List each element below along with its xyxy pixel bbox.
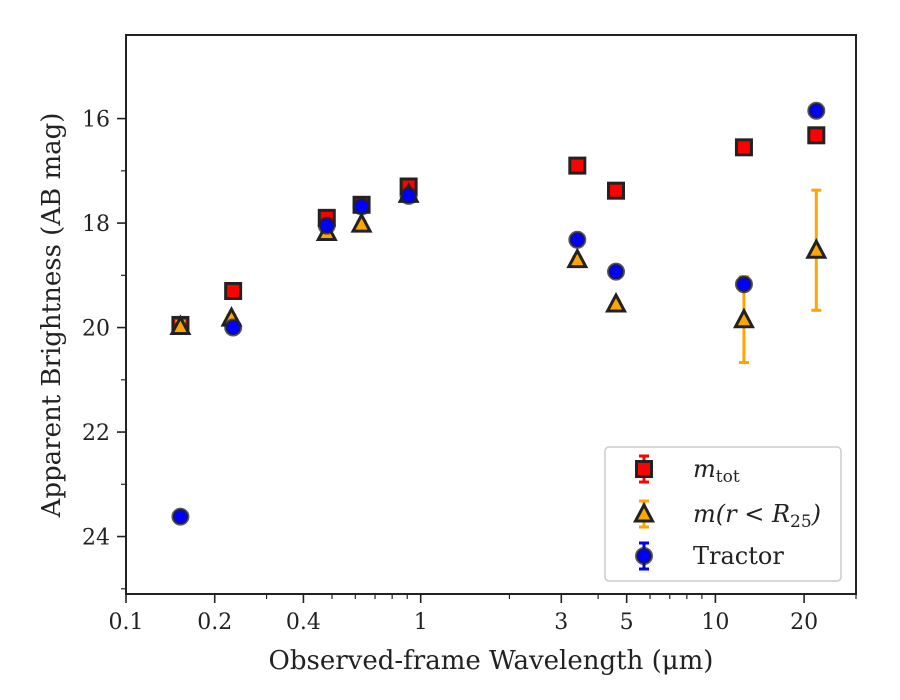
data-point-circle (607, 262, 626, 281)
x-tick-label: 20 (790, 610, 818, 635)
data-point-circle (352, 197, 371, 216)
x-axis-title: Observed-frame Wavelength (μm) (269, 646, 714, 676)
data-point-triangle (605, 291, 628, 313)
x-tick-label: 1 (414, 610, 428, 635)
y-tick-label: 16 (82, 108, 110, 133)
data-point-triangle (566, 247, 589, 269)
series-2 (171, 101, 826, 526)
x-tick-label: 10 (701, 610, 729, 635)
data-point-triangle (805, 238, 828, 259)
data-point-circle (568, 230, 587, 249)
data-point-circle (317, 216, 336, 235)
axes: 0.1 0.2 0.4 1 3 5 10 20 16 18 20 22 24 (82, 34, 857, 635)
x-tick-label: 0.2 (197, 610, 232, 635)
legend-label: m(r < R25) (693, 500, 821, 532)
legend-box (604, 446, 842, 582)
data-point-circle (807, 101, 826, 120)
x-tick-label: 3 (554, 610, 568, 635)
legend: mtot m(r < R25) Tractor (604, 446, 842, 582)
data-point-circle (224, 318, 243, 337)
data-point-square (224, 281, 243, 300)
data-point-triangle (732, 307, 755, 329)
data-point-square (568, 156, 587, 175)
plot-area (169, 101, 828, 526)
legend-marker-square (635, 460, 653, 478)
legend-label: Tractor (693, 542, 784, 570)
x-tick-label: 0.1 (109, 610, 144, 635)
data-point-circle (171, 507, 190, 526)
legend-marker-triangle (633, 501, 655, 523)
data-point-square (807, 126, 826, 145)
data-point-square (607, 181, 626, 200)
series-0 (171, 126, 826, 334)
data-point-triangle (350, 211, 373, 233)
data-point-square (734, 138, 753, 157)
legend-label: mtot (693, 455, 740, 487)
data-point-triangle (169, 314, 192, 336)
data-point-circle (399, 186, 418, 205)
x-tick-label: 5 (620, 610, 634, 635)
plot-frame (125, 34, 857, 595)
y-tick-label: 24 (82, 526, 110, 551)
y-axis-title: Apparent Brightness (AB mag) (37, 113, 67, 519)
data-point-circle (734, 275, 753, 294)
y-tick-label: 22 (82, 421, 110, 446)
y-tick-label: 18 (82, 212, 110, 237)
x-tick-label: 0.4 (286, 610, 321, 635)
series-1 (169, 182, 828, 365)
y-tick-label: 20 (82, 317, 110, 342)
legend-marker-circle (635, 547, 653, 565)
